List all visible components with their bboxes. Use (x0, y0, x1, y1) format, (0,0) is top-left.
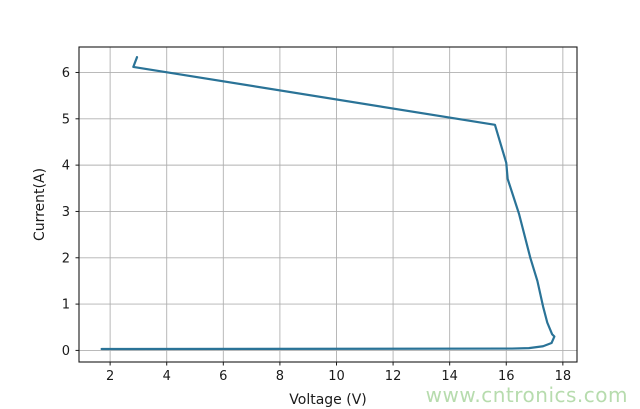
x-tick-label: 12 (385, 369, 402, 384)
x-tick-label: 4 (163, 369, 171, 384)
x-tick-label: 16 (498, 369, 515, 384)
watermark-text: www.cntronics.com (425, 383, 628, 407)
y-tick-label: 4 (62, 159, 70, 174)
y-tick-label: 6 (62, 66, 70, 81)
yaxis-label: Current(A) (32, 168, 48, 241)
x-tick-label: 2 (106, 369, 114, 384)
x-tick-label: 14 (441, 369, 458, 384)
y-tick-label: 0 (62, 344, 70, 359)
iv-curve-path (100, 56, 556, 351)
x-tick-label: 10 (328, 369, 345, 384)
x-tick-label: 6 (219, 369, 227, 384)
x-tick-label: 18 (555, 369, 572, 384)
plot-frame (78, 46, 578, 363)
y-tick-label: 5 (62, 112, 70, 127)
x-tick-label: 8 (276, 369, 284, 384)
y-tick-label: 1 (62, 298, 70, 313)
y-tick-label: 3 (62, 205, 70, 220)
y-tick-label: 2 (62, 251, 70, 266)
xaxis-label: Voltage (V) (289, 392, 366, 408)
